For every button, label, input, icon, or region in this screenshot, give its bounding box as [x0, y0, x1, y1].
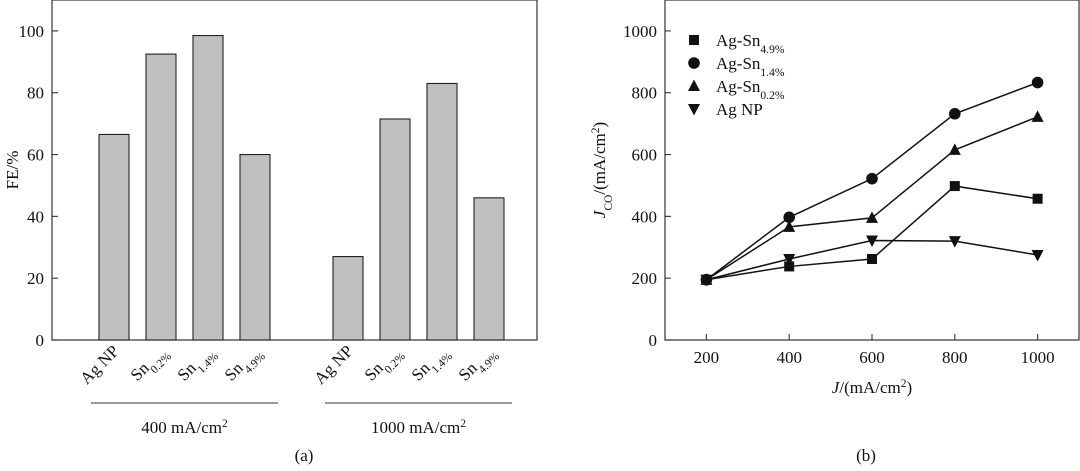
bar: [473, 197, 505, 341]
triangle-down-marker: [1031, 250, 1044, 262]
panel-b-x-ticks: 200 400 600 800 1000: [694, 334, 1055, 367]
circle-marker: [866, 172, 878, 185]
x-tick-label: Sn4.9%: [221, 341, 268, 388]
circle-marker: [949, 107, 961, 120]
y-tick-label: 600: [632, 146, 658, 165]
panel-a-bars: [98, 34, 505, 341]
y-tick-label: 200: [632, 269, 658, 288]
panel-b-legend: Ag-Sn4.9%Ag-Sn1.4%Ag-Sn0.2%Ag NP: [688, 31, 785, 119]
y-tick-label: 20: [27, 269, 44, 288]
panel-a-y-ticks: 0 20 40 60 80 100: [19, 22, 58, 350]
y-tick-label: 400: [632, 207, 658, 226]
square-marker: [1032, 193, 1043, 204]
y-tick-label: 0: [649, 331, 658, 350]
x-tick-label: Sn0.2%: [361, 341, 408, 388]
triangle-up-marker: [866, 211, 878, 223]
x-tick-label: Sn1.4%: [174, 341, 221, 388]
square-marker: [689, 35, 699, 45]
square-marker: [784, 261, 795, 272]
triangle-up-marker: [783, 220, 796, 232]
triangle-down-marker: [866, 235, 878, 247]
y-tick-label: 60: [27, 146, 44, 165]
circle-marker: [783, 211, 795, 224]
legend-entry: Ag-Sn4.9%: [716, 31, 785, 56]
circle-marker: [688, 57, 700, 69]
panel-a-y-axis-label: FE/%: [3, 151, 22, 190]
group-label: 1000 mA/cm2: [371, 417, 466, 438]
bar: [145, 53, 177, 341]
triangle-up-marker: [948, 143, 961, 155]
panel-b-plot-frame: [664, 0, 1080, 341]
y-axis-label-text: JCO/(mA/cm2): [589, 122, 615, 218]
x-tick-label: 400: [776, 348, 802, 367]
square-marker: [949, 181, 960, 192]
bar: [98, 133, 130, 341]
panel-a-label: (a): [295, 446, 314, 465]
x-tick-label: Ag NP: [76, 341, 123, 388]
panel-a-plot-frame: [51, 0, 538, 341]
circle-marker: [1031, 76, 1044, 89]
triangle-up-marker: [1031, 110, 1044, 122]
bar: [426, 82, 458, 341]
y-tick-label: 0: [36, 331, 45, 350]
x-axis-label-text: J/(mA/cm2): [832, 377, 912, 398]
triangle-down-marker: [783, 254, 796, 266]
x-tick-label: 800: [942, 348, 968, 367]
triangle-down-marker: [688, 104, 700, 116]
panel-b-x-axis-label: J/(mA/cm2): [832, 377, 912, 398]
x-tick-label: Sn4.9%: [455, 341, 502, 388]
square-marker: [867, 254, 877, 265]
panel-a-group-labels: 400 mA/cm2 1000 mA/cm2: [91, 402, 512, 438]
group-label: 400 mA/cm2: [141, 417, 228, 438]
bar: [379, 118, 411, 341]
panel-a-x-tick-labels: Ag NP Sn0.2% Sn1.4% Sn4.9% Ag NP Sn0.2% Sn1.4%…: [76, 341, 502, 388]
panel-b-label: (b): [856, 446, 876, 465]
x-tick-label: Sn0.2%: [127, 341, 174, 388]
series-triangle-down: [700, 235, 1044, 287]
y-tick-label: 100: [19, 22, 45, 41]
panel-b-line-chart: JCO/(mA/cm2) J/(mA/cm2) 0 200 400 600 800 100…: [589, 0, 1080, 465]
legend-entry: Ag NP: [716, 100, 763, 119]
y-tick-label: 40: [27, 207, 44, 226]
panel-b-y-axis-label: JCO/(mA/cm2): [589, 122, 615, 218]
legend-entry: Ag-Sn1.4%: [716, 54, 785, 79]
triangle-down-marker: [948, 236, 961, 248]
bar: [332, 255, 364, 341]
x-tick-label: Ag NP: [310, 341, 357, 388]
series-line: [706, 185, 1038, 281]
triangle-up-marker: [688, 79, 700, 91]
y-tick-label: 1000: [623, 22, 657, 41]
bar: [239, 153, 271, 341]
y-tick-label: 800: [632, 84, 658, 103]
x-tick-label: Sn1.4%: [408, 341, 455, 388]
x-tick-label: 600: [859, 348, 885, 367]
legend-entry: Ag-Sn0.2%: [716, 77, 785, 102]
bar: [192, 34, 224, 341]
triangle-down-marker: [700, 274, 713, 287]
x-tick-label: 1000: [1021, 348, 1055, 367]
panel-b-y-ticks: 0 200 400 600 800 1000: [623, 22, 671, 350]
x-tick-label: 200: [694, 348, 720, 367]
series-square: [701, 181, 1043, 285]
series-triangle-up: [700, 110, 1044, 285]
panel-b-series: [700, 76, 1044, 287]
y-tick-label: 80: [27, 84, 44, 103]
